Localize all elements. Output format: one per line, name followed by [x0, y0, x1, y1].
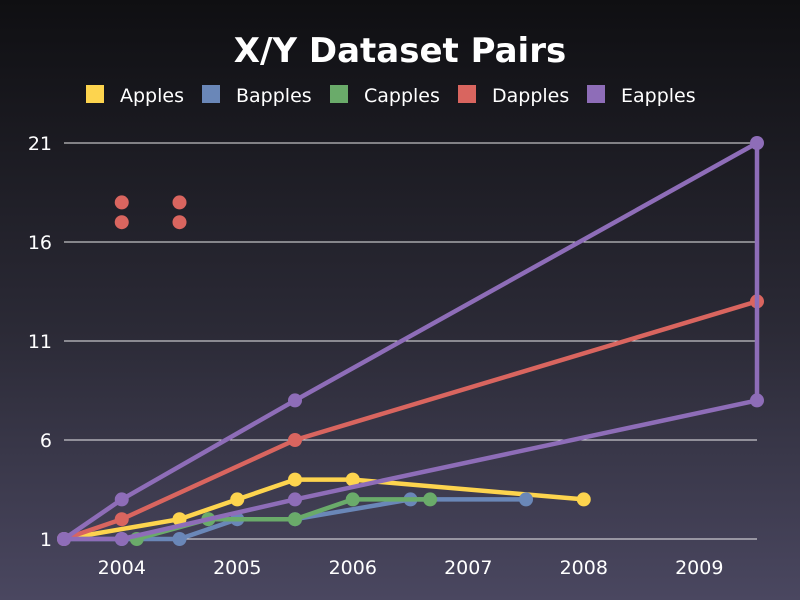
plot-area — [57, 136, 764, 546]
data-point — [114, 532, 129, 546]
y-tick-label: 16 — [28, 232, 52, 254]
data-point — [750, 393, 764, 408]
x-tick-label: 2008 — [560, 557, 608, 579]
data-point — [288, 393, 302, 408]
legend-label: Apples — [120, 85, 184, 107]
data-point — [288, 512, 302, 527]
data-point — [576, 492, 591, 507]
legend-swatch — [202, 85, 220, 103]
legend-item-apples: Apples — [86, 85, 184, 107]
legend-swatch — [330, 85, 348, 103]
legend-label: Dapples — [492, 85, 569, 107]
legend-label: Capples — [364, 85, 440, 107]
x-tick-label: 2007 — [444, 557, 492, 579]
x-tick-label: 2004 — [98, 557, 146, 579]
data-point — [345, 492, 360, 507]
data-point — [172, 215, 187, 230]
data-point — [750, 136, 764, 150]
data-point — [519, 492, 533, 507]
x-tick-label: 2005 — [213, 557, 261, 579]
series-dapples-scatter — [114, 195, 187, 230]
data-point — [172, 195, 187, 210]
data-point — [114, 215, 129, 230]
data-point — [57, 532, 71, 546]
grid-lines — [64, 142, 757, 540]
data-point — [423, 492, 438, 507]
series-line — [61, 299, 760, 542]
legend-item-dapples: Dapples — [458, 85, 569, 107]
data-point — [288, 492, 302, 507]
legend-item-capples: Capples — [330, 85, 440, 107]
y-tick-label: 6 — [40, 430, 52, 452]
data-point — [288, 433, 302, 447]
x-tick-label: 2009 — [675, 557, 723, 579]
series-line — [61, 477, 587, 542]
data-point — [345, 472, 360, 487]
legend-swatch — [86, 85, 104, 103]
legend-item-bapples: Bapples — [202, 85, 312, 107]
series-eapples — [57, 136, 764, 546]
data-point — [114, 492, 129, 507]
legend-label: Bapples — [236, 85, 312, 107]
y-tick-label: 11 — [28, 331, 52, 353]
legend-swatch — [587, 85, 605, 103]
legend: Apples Bapples Capples Dapples Eapples — [86, 85, 696, 107]
y-tick-label: 21 — [28, 133, 52, 155]
data-point — [172, 532, 187, 546]
legend-swatch — [458, 85, 476, 103]
x-axis: 2004 2005 2006 2007 2008 2009 — [98, 557, 724, 579]
y-tick-label: 1 — [40, 529, 52, 551]
series-line — [61, 140, 760, 542]
data-point — [114, 195, 129, 210]
x-tick-label: 2006 — [329, 557, 377, 579]
data-point — [230, 492, 245, 507]
legend-label: Eapples — [621, 85, 696, 107]
series-apples — [57, 472, 591, 546]
data-point — [114, 512, 129, 527]
legend-item-eapples: Eapples — [587, 85, 696, 107]
chart-title: X/Y Dataset Pairs — [234, 31, 566, 71]
data-point — [288, 472, 302, 487]
